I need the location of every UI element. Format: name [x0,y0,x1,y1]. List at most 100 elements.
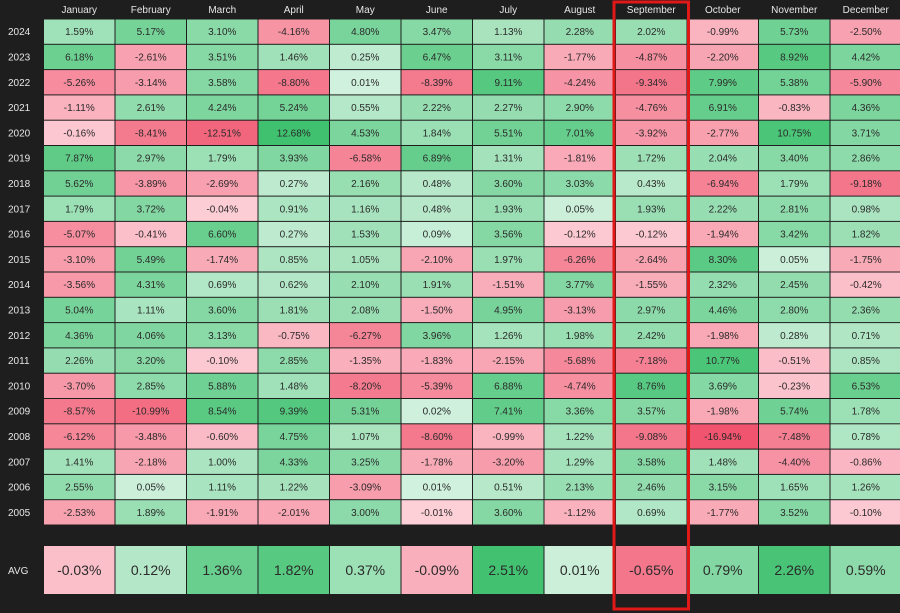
heatmap-cell [759,44,830,70]
heatmap-cell [473,399,544,424]
cell-value: -5.68% [564,356,596,367]
heatmap-cell [258,70,329,95]
cell-value: 2.36% [852,305,880,316]
heatmap-cell [616,399,687,424]
heatmap-cell [759,323,830,348]
cell-value: 2.27% [494,103,522,114]
cell-value: -4.76% [635,103,667,114]
heatmap-cell [187,171,258,196]
cell-value: -12.51% [204,128,241,139]
cell-value: 3.60% [494,179,522,190]
heatmap-cell [830,44,900,70]
cell-value: 2.42% [637,331,665,342]
cell-value: 3.56% [494,230,522,241]
heatmap-cell [687,120,758,145]
cell-value: 7.01% [566,128,594,139]
heatmap-cell [187,70,258,95]
heatmap-cell [544,323,615,348]
heatmap-cell [616,44,687,70]
heatmap-cell [330,196,401,221]
cell-value: -0.99% [707,27,739,38]
year-label-2020: 2020 [8,128,31,139]
heatmap-cell [473,146,544,171]
cell-value: -2.20% [707,52,739,63]
heatmap-cell [258,221,329,247]
heatmap-cell [687,297,758,323]
heatmap-cell [473,449,544,474]
heatmap-cell [187,424,258,449]
cell-value: 1.26% [852,483,880,494]
cell-value: -0.51% [778,356,810,367]
cell-value: -5.07% [63,230,95,241]
cell-value: -0.99% [492,432,524,443]
cell-value: -2.53% [63,508,95,519]
heatmap-cell [44,399,115,424]
heatmap-cell [401,500,472,525]
cell-value: -10.99% [132,407,169,418]
heatmap-cell [830,171,900,196]
heatmap-cell [616,373,687,398]
heatmap-cell [687,500,758,525]
cell-value: 2.45% [780,280,808,291]
heatmap-cell [401,247,472,272]
cell-value: 1.98% [566,331,594,342]
heatmap-cell [187,146,258,171]
avg-cell [401,546,472,594]
cell-value: 3.57% [637,407,665,418]
heatmap-cell [473,221,544,247]
heatmap-cell [401,171,472,196]
cell-value: -9.08% [635,432,667,443]
cell-value: 5.31% [351,407,379,418]
heatmap-cell [187,500,258,525]
cell-value: 1.97% [494,255,522,266]
cell-value: 1.29% [566,457,594,468]
heatmap-cell [44,247,115,272]
year-label-2021: 2021 [8,103,31,114]
cell-value: 0.51% [494,483,522,494]
cell-value: -3.20% [492,457,524,468]
heatmap-cell [544,120,615,145]
cell-value: 0.02% [423,407,451,418]
heatmap-cell [759,424,830,449]
cell-value: 3.72% [137,204,165,215]
heatmap-cell [401,19,472,44]
cell-value: 8.92% [780,52,808,63]
heatmap-cell [187,474,258,500]
cell-value: 3.36% [566,407,594,418]
heatmap-cell [258,146,329,171]
heatmap-cell [616,19,687,44]
cell-value: 0.05% [137,483,165,494]
heatmap-cell [330,120,401,145]
heatmap-cell [473,120,544,145]
heatmap-cell [187,44,258,70]
heatmap-cell [616,323,687,348]
heatmap-cell [258,196,329,221]
heatmap-cell [258,272,329,297]
cell-value: 0.48% [423,179,451,190]
heatmap-cell [830,449,900,474]
heatmap-cell [616,449,687,474]
heatmap-cell [687,373,758,398]
cell-value: 8.54% [208,407,236,418]
heatmap-cell [544,399,615,424]
year-label-2005: 2005 [8,508,31,519]
cell-value: -0.75% [278,331,310,342]
heatmap-cell [187,19,258,44]
year-label-2016: 2016 [8,230,31,241]
cell-value: 2.13% [566,483,594,494]
heatmap-cell [401,373,472,398]
cell-value: 3.10% [208,27,236,38]
year-label-2012: 2012 [8,331,31,342]
heatmap-cell [544,19,615,44]
cell-value: 4.24% [208,103,236,114]
heatmap-cell [115,323,186,348]
cell-value: 2.46% [637,483,665,494]
month-header-december: December [843,5,890,16]
heatmap-cell [473,247,544,272]
cell-value: 4.75% [280,432,308,443]
heatmap-cell [44,146,115,171]
cell-value: 4.46% [709,305,737,316]
cell-value: 5.73% [780,27,808,38]
cell-value: 2.04% [709,154,737,165]
cell-value: 0.27% [280,230,308,241]
